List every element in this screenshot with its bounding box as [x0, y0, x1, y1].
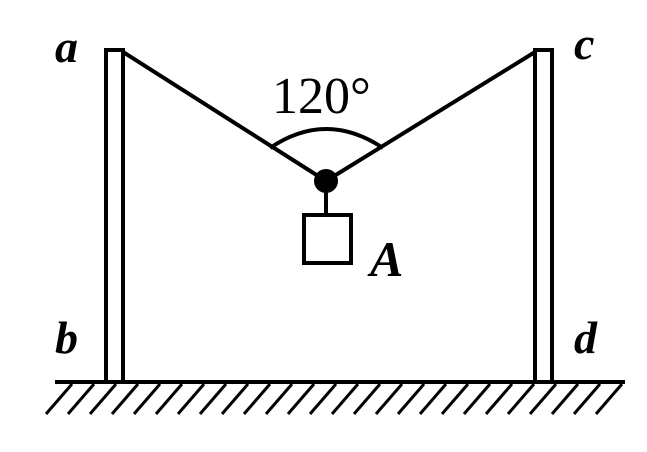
right-pole	[533, 48, 554, 384]
hatch-line	[220, 383, 250, 415]
hatch-line	[374, 383, 404, 415]
hatch-line	[44, 383, 74, 415]
hatch-line	[352, 383, 382, 415]
label-a: a	[55, 21, 78, 72]
ground-hatching	[44, 383, 624, 415]
hatch-line	[330, 383, 360, 415]
label-b: b	[55, 312, 78, 363]
hatch-line	[440, 383, 470, 415]
hatch-line	[418, 383, 448, 415]
angle-label: 120°	[272, 68, 371, 125]
hatch-line	[110, 383, 140, 415]
hatch-line	[176, 383, 206, 415]
hatch-line	[308, 383, 338, 415]
weight-box	[302, 213, 353, 265]
hatch-line	[88, 383, 118, 415]
label-mass-A: A	[367, 231, 403, 287]
angle-arc	[268, 127, 385, 150]
left-pole	[104, 48, 125, 384]
ground	[44, 380, 625, 415]
label-d: d	[574, 312, 598, 363]
hatch-line	[550, 383, 580, 415]
hatch-line	[528, 383, 558, 415]
hatch-line	[484, 383, 514, 415]
hatch-line	[594, 383, 624, 415]
hatch-line	[132, 383, 162, 415]
hatch-line	[462, 383, 492, 415]
hatch-line	[154, 383, 184, 415]
hatch-line	[198, 383, 228, 415]
label-c: c	[574, 18, 594, 69]
hatch-line	[396, 383, 426, 415]
hatch-line	[264, 383, 294, 415]
hatch-line	[242, 383, 272, 415]
right-rope	[324, 50, 537, 183]
hatch-line	[572, 383, 602, 415]
hatch-line	[286, 383, 316, 415]
hatch-line	[506, 383, 536, 415]
left-rope	[121, 50, 328, 183]
hatch-line	[66, 383, 96, 415]
